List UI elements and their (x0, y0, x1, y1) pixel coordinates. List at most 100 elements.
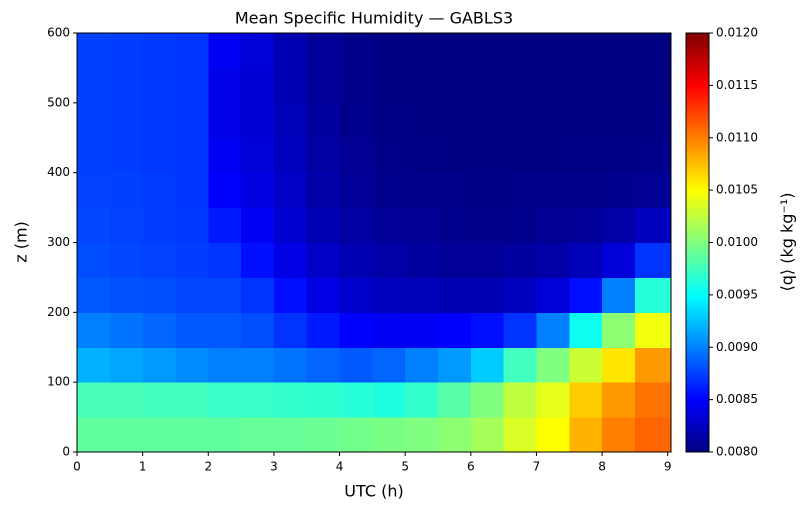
heatmap-cell (437, 172, 472, 209)
heatmap-cell (503, 277, 537, 313)
colorbar-tick-label: 0.0080 (716, 445, 758, 459)
heatmap-cell (142, 382, 176, 418)
colorbar-swatch (686, 434, 709, 439)
heatmap-cell (602, 347, 636, 383)
heatmap-cell (503, 172, 537, 209)
heatmap-cell (208, 102, 242, 139)
heatmap-cell (109, 207, 144, 243)
heatmap-cell (208, 242, 242, 278)
heatmap-cell (306, 417, 341, 453)
heatmap-cell (536, 67, 570, 104)
heatmap-cell (470, 172, 505, 209)
colorbar-swatch (686, 113, 709, 118)
heatmap-cell (208, 172, 242, 209)
heatmap-cell (241, 347, 275, 383)
colorbar-swatch (686, 315, 709, 320)
heatmap-cell (142, 417, 176, 453)
colorbar-swatch (686, 190, 709, 195)
heatmap-cell (142, 242, 176, 278)
heatmap-cell (142, 137, 176, 174)
colorbar-swatch (686, 123, 709, 128)
colorbar-tick-label: 0.0120 (716, 26, 758, 40)
colorbar-swatch (686, 141, 709, 146)
heatmap-cell (536, 277, 570, 313)
heatmap-cell (77, 277, 111, 313)
x-axis-label: UTC (h) (344, 482, 403, 501)
heatmap-cell (77, 242, 111, 278)
heatmap-cell (109, 312, 144, 348)
heatmap-cell (569, 102, 603, 139)
heatmap-cell (372, 172, 406, 209)
heatmap-cell (405, 33, 439, 69)
heatmap-cell (175, 347, 209, 383)
colorbar-swatch (686, 308, 709, 313)
heatmap-cell (208, 67, 242, 104)
heatmap-cell (503, 137, 537, 174)
heatmap-cell (306, 67, 341, 104)
heatmap-cell (77, 347, 111, 383)
colorbar-swatch (686, 329, 709, 334)
colorbar-swatch (686, 99, 709, 104)
colorbar-swatch (686, 137, 709, 142)
heatmap-cell (437, 347, 472, 383)
colorbar-swatch (686, 378, 709, 383)
heatmap-cell (602, 33, 636, 69)
heatmap-cell (536, 137, 570, 174)
colorbar-swatch (686, 410, 709, 415)
heatmap-cell (142, 172, 176, 209)
colorbar-swatch (686, 60, 709, 65)
colorbar-swatch (686, 172, 709, 177)
heatmap-cell (208, 312, 242, 348)
heatmap-cell (470, 137, 505, 174)
x-tick-label: 8 (598, 460, 606, 474)
heatmap-cell (405, 417, 439, 453)
heatmap-cell (241, 312, 275, 348)
colorbar-swatch (686, 305, 709, 310)
y-tick-label: 300 (47, 235, 70, 249)
colorbar-swatch (686, 336, 709, 341)
heatmap-cell (437, 33, 472, 69)
colorbar-swatch (686, 392, 709, 397)
colorbar-swatch (686, 333, 709, 338)
heatmap-cell (175, 242, 209, 278)
colorbar-tick-label: 0.0090 (716, 340, 758, 354)
heatmap-cell (437, 137, 472, 174)
colorbar-swatch (686, 53, 709, 58)
heatmap-cell (405, 347, 439, 383)
heatmap-cell (77, 67, 111, 104)
heatmap-cell (306, 33, 341, 69)
heatmap-cell (208, 137, 242, 174)
colorbar-swatch (686, 130, 709, 135)
colorbar-tick-label: 0.0095 (716, 287, 758, 301)
colorbar-swatch (686, 127, 709, 132)
heatmap-cell (602, 417, 636, 453)
heatmap-cell (273, 102, 308, 139)
colorbar-swatch (686, 368, 709, 373)
heatmap-cell (175, 172, 209, 209)
heatmap-cell (109, 102, 144, 139)
heatmap-cell (109, 347, 144, 383)
heatmap-cell (536, 312, 570, 348)
colorbar-swatch (686, 413, 709, 418)
x-tick-label: 3 (270, 460, 278, 474)
heatmap-cell (208, 33, 242, 69)
heatmap-cell (339, 137, 373, 174)
heatmap-cell (339, 172, 373, 209)
colorbar-label: ⟨q⟩ (kg kg⁻¹) (778, 193, 797, 292)
y-tick-label: 100 (47, 375, 70, 389)
colorbar-swatch (686, 134, 709, 139)
colorbar-swatch (686, 371, 709, 376)
colorbar-swatch (686, 417, 709, 422)
heatmap-cell (470, 347, 505, 383)
colorbar-swatch (686, 78, 709, 83)
heatmap-cell (339, 33, 373, 69)
heatmap-cell (109, 137, 144, 174)
heatmap-cell (470, 242, 505, 278)
heatmap-cell (634, 312, 672, 348)
heatmap-cell (77, 417, 111, 453)
heatmap-cell (273, 382, 308, 418)
colorbar-tick-label: 0.0110 (716, 130, 758, 144)
heatmap-cell (503, 33, 537, 69)
heatmap-cell (569, 382, 603, 418)
heatmap-cell (437, 382, 472, 418)
